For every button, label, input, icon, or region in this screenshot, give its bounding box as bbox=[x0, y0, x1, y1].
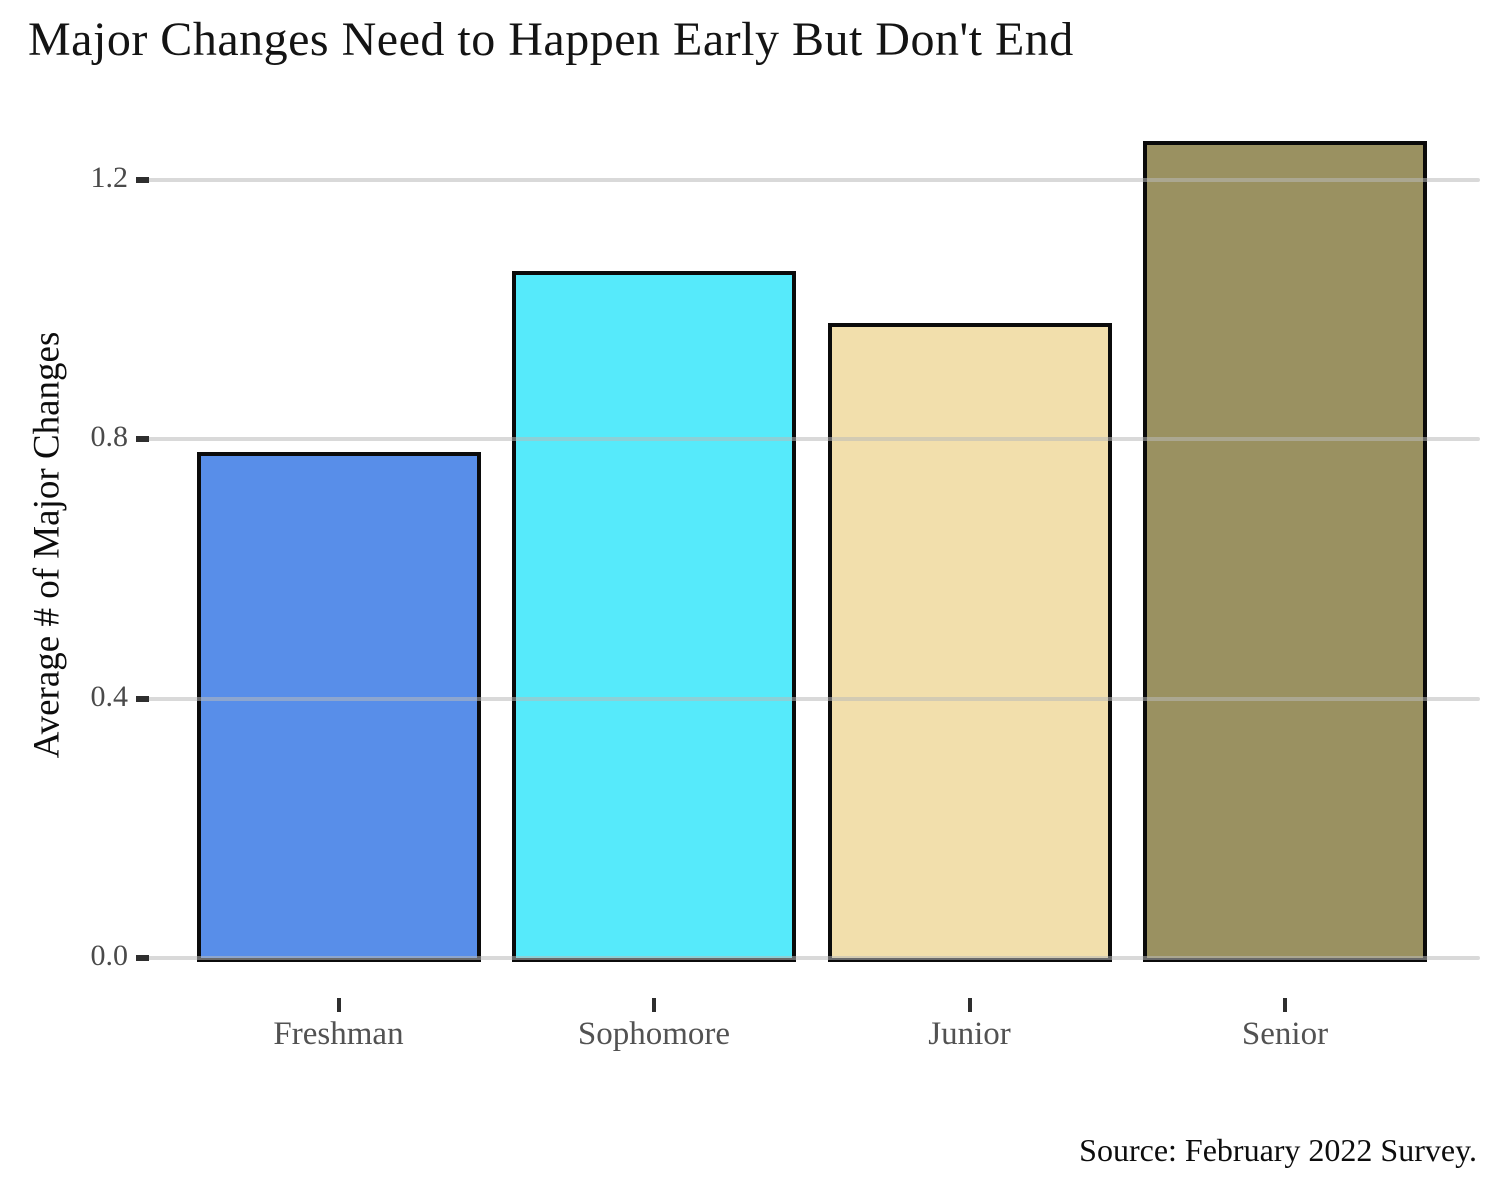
x-tick-label: Junior bbox=[928, 1016, 1011, 1052]
gridline bbox=[143, 956, 1480, 960]
y-tick-mark bbox=[136, 695, 149, 702]
x-tick-mark bbox=[652, 998, 656, 1012]
y-tick-mark bbox=[136, 436, 149, 443]
y-tick-label: 0.0 bbox=[90, 939, 129, 972]
bar-sophomore bbox=[512, 270, 796, 962]
gridline bbox=[143, 696, 1480, 701]
gridline bbox=[143, 437, 1480, 442]
bar-junior bbox=[827, 322, 1112, 962]
x-tick-mark bbox=[967, 998, 972, 1012]
x-tick-label: Freshman bbox=[273, 1016, 404, 1052]
x-tick-label: Senior bbox=[1241, 1016, 1329, 1052]
chart-title: Major Changes Need to Happen Early But D… bbox=[28, 13, 1074, 66]
x-tick-label: Sophomore bbox=[577, 1016, 731, 1052]
y-tick-label: 1.2 bbox=[90, 161, 129, 195]
x-tick-mark bbox=[336, 998, 341, 1012]
y-tick-label: 0.4 bbox=[90, 679, 129, 713]
gridline bbox=[143, 178, 1480, 183]
bar-senior bbox=[1143, 141, 1427, 962]
source-caption: Source: February 2022 Survey. bbox=[1079, 1132, 1477, 1168]
x-tick-mark bbox=[1283, 998, 1287, 1012]
y-tick-mark bbox=[136, 955, 149, 961]
y-tick-mark bbox=[136, 177, 149, 184]
bar-freshman bbox=[196, 452, 481, 962]
y-tick-label: 0.8 bbox=[90, 420, 129, 454]
